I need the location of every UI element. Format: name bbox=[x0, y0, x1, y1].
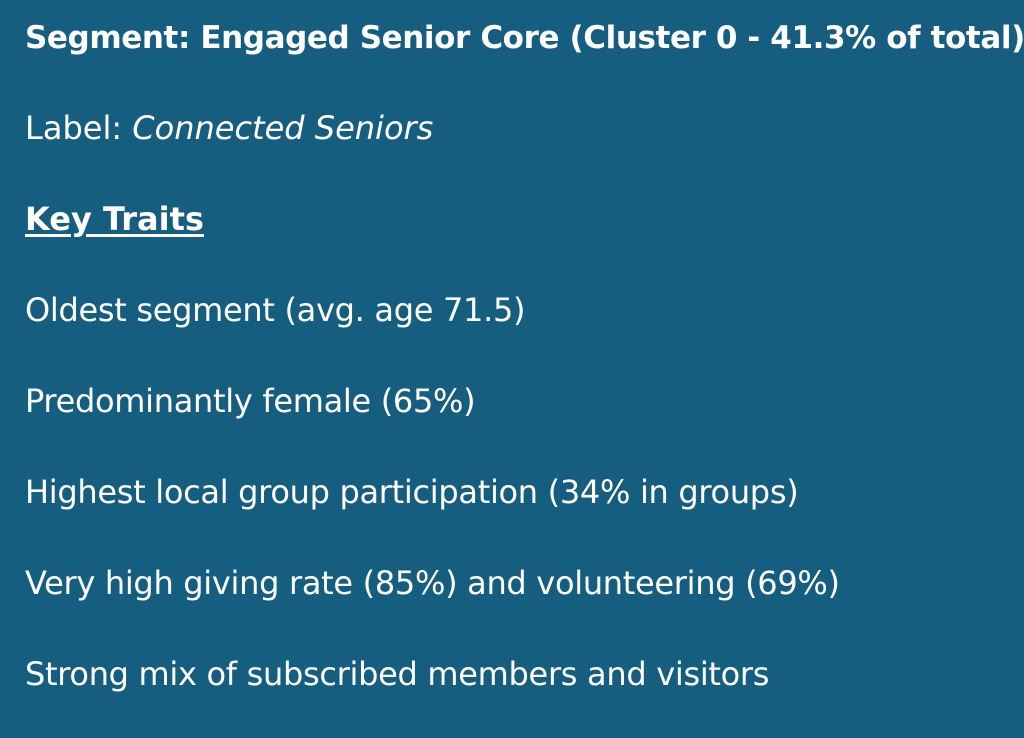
trait-item: Highest local group participation (34% i… bbox=[25, 473, 799, 511]
segment-title: Segment: Engaged Senior Core (Cluster 0 … bbox=[25, 20, 1024, 56]
label-value: Connected Seniors bbox=[132, 109, 434, 147]
trait-item: Oldest segment (avg. age 71.5) bbox=[25, 291, 526, 329]
key-traits-heading: Key Traits bbox=[25, 200, 204, 238]
segment-label: Label: Connected Seniors bbox=[25, 108, 433, 148]
trait-item: Predominantly female (65%) bbox=[25, 382, 476, 420]
trait-item: Strong mix of subscribed members and vis… bbox=[25, 655, 770, 693]
label-prefix: Label: bbox=[25, 109, 133, 147]
trait-item: Very high giving rate (85%) and voluntee… bbox=[25, 564, 840, 602]
